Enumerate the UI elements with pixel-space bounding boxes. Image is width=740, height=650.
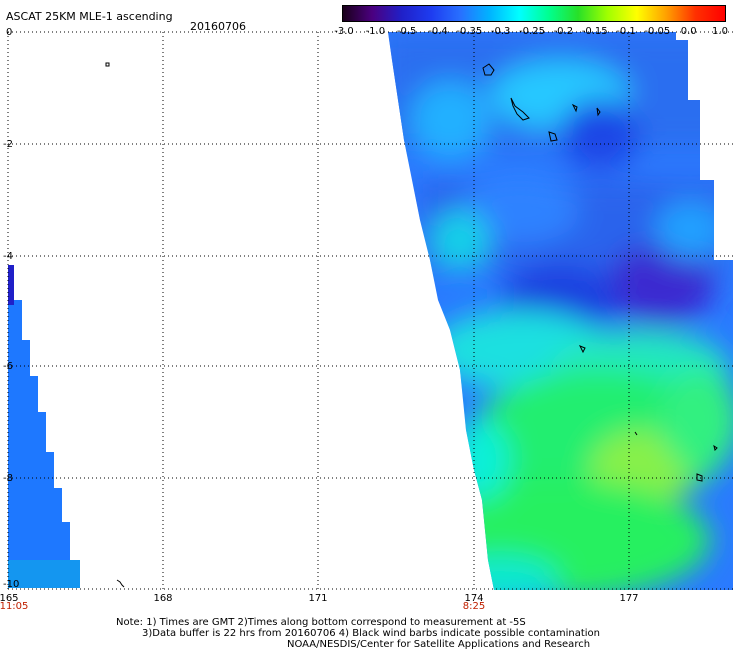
colorbar-tick-label: -0.5 <box>396 26 417 37</box>
colorbar <box>342 5 726 22</box>
colorbar-tick-label: -0.3 <box>490 26 511 37</box>
product-date: 20160706 <box>190 20 246 33</box>
note-line-2: 3)Data buffer is 22 hrs from 20160706 4)… <box>142 628 600 639</box>
colorbar-tick-label: -0.2 <box>553 26 574 37</box>
colorbar-tick-label: -0.1 <box>616 26 636 37</box>
lat-label-minus4: -4 <box>3 251 13 262</box>
lat-lon-grid <box>7 31 734 590</box>
lat-label-minus10: -10 <box>3 579 20 590</box>
colorbar-tick-label: 1.0 <box>712 26 728 37</box>
colorbar-tick-label: -0.4 <box>428 26 448 37</box>
colorbar-tick-label: -0.35 <box>456 26 483 37</box>
colorbar-tick-label: -1.0 <box>365 26 386 37</box>
lat-label-minus8: -8 <box>3 473 13 484</box>
colorbar-tick-label: -0.05 <box>644 26 671 37</box>
colorbar-tick-label: -3.0 <box>334 26 354 37</box>
island-marker-south <box>116 579 125 588</box>
lon-label-168: 168 <box>153 593 173 604</box>
colorbar-tick-label: -0.25 <box>519 26 545 37</box>
colorbar-gradient <box>343 6 725 21</box>
colorbar-tick-label: -0.15 <box>581 26 608 37</box>
note-line-1: Note: 1) Times are GMT 2)Times along bot… <box>116 617 526 628</box>
lat-label-minus2: -2 <box>3 139 13 150</box>
lon-label-165: 165 <box>0 593 19 604</box>
lon-label-177: 177 <box>619 593 639 604</box>
lat-label-minus6: -6 <box>3 361 13 372</box>
lon-label-171: 171 <box>308 593 328 604</box>
time-label-left: 11:05 <box>0 601 29 612</box>
note-line-3: NOAA/NESDIS/Center for Satellite Applica… <box>287 639 591 650</box>
product-title: ASCAT 25KM MLE-1 ascending <box>6 10 173 23</box>
island-marker <box>105 62 110 67</box>
right-swath <box>388 32 733 590</box>
colorbar-tick-label: 0.0 <box>680 26 697 37</box>
lat-label-0: 0 <box>6 27 13 38</box>
lon-label-174: 174 <box>464 593 484 604</box>
left-swath <box>8 265 80 588</box>
time-label-right: 8:25 <box>462 601 486 612</box>
